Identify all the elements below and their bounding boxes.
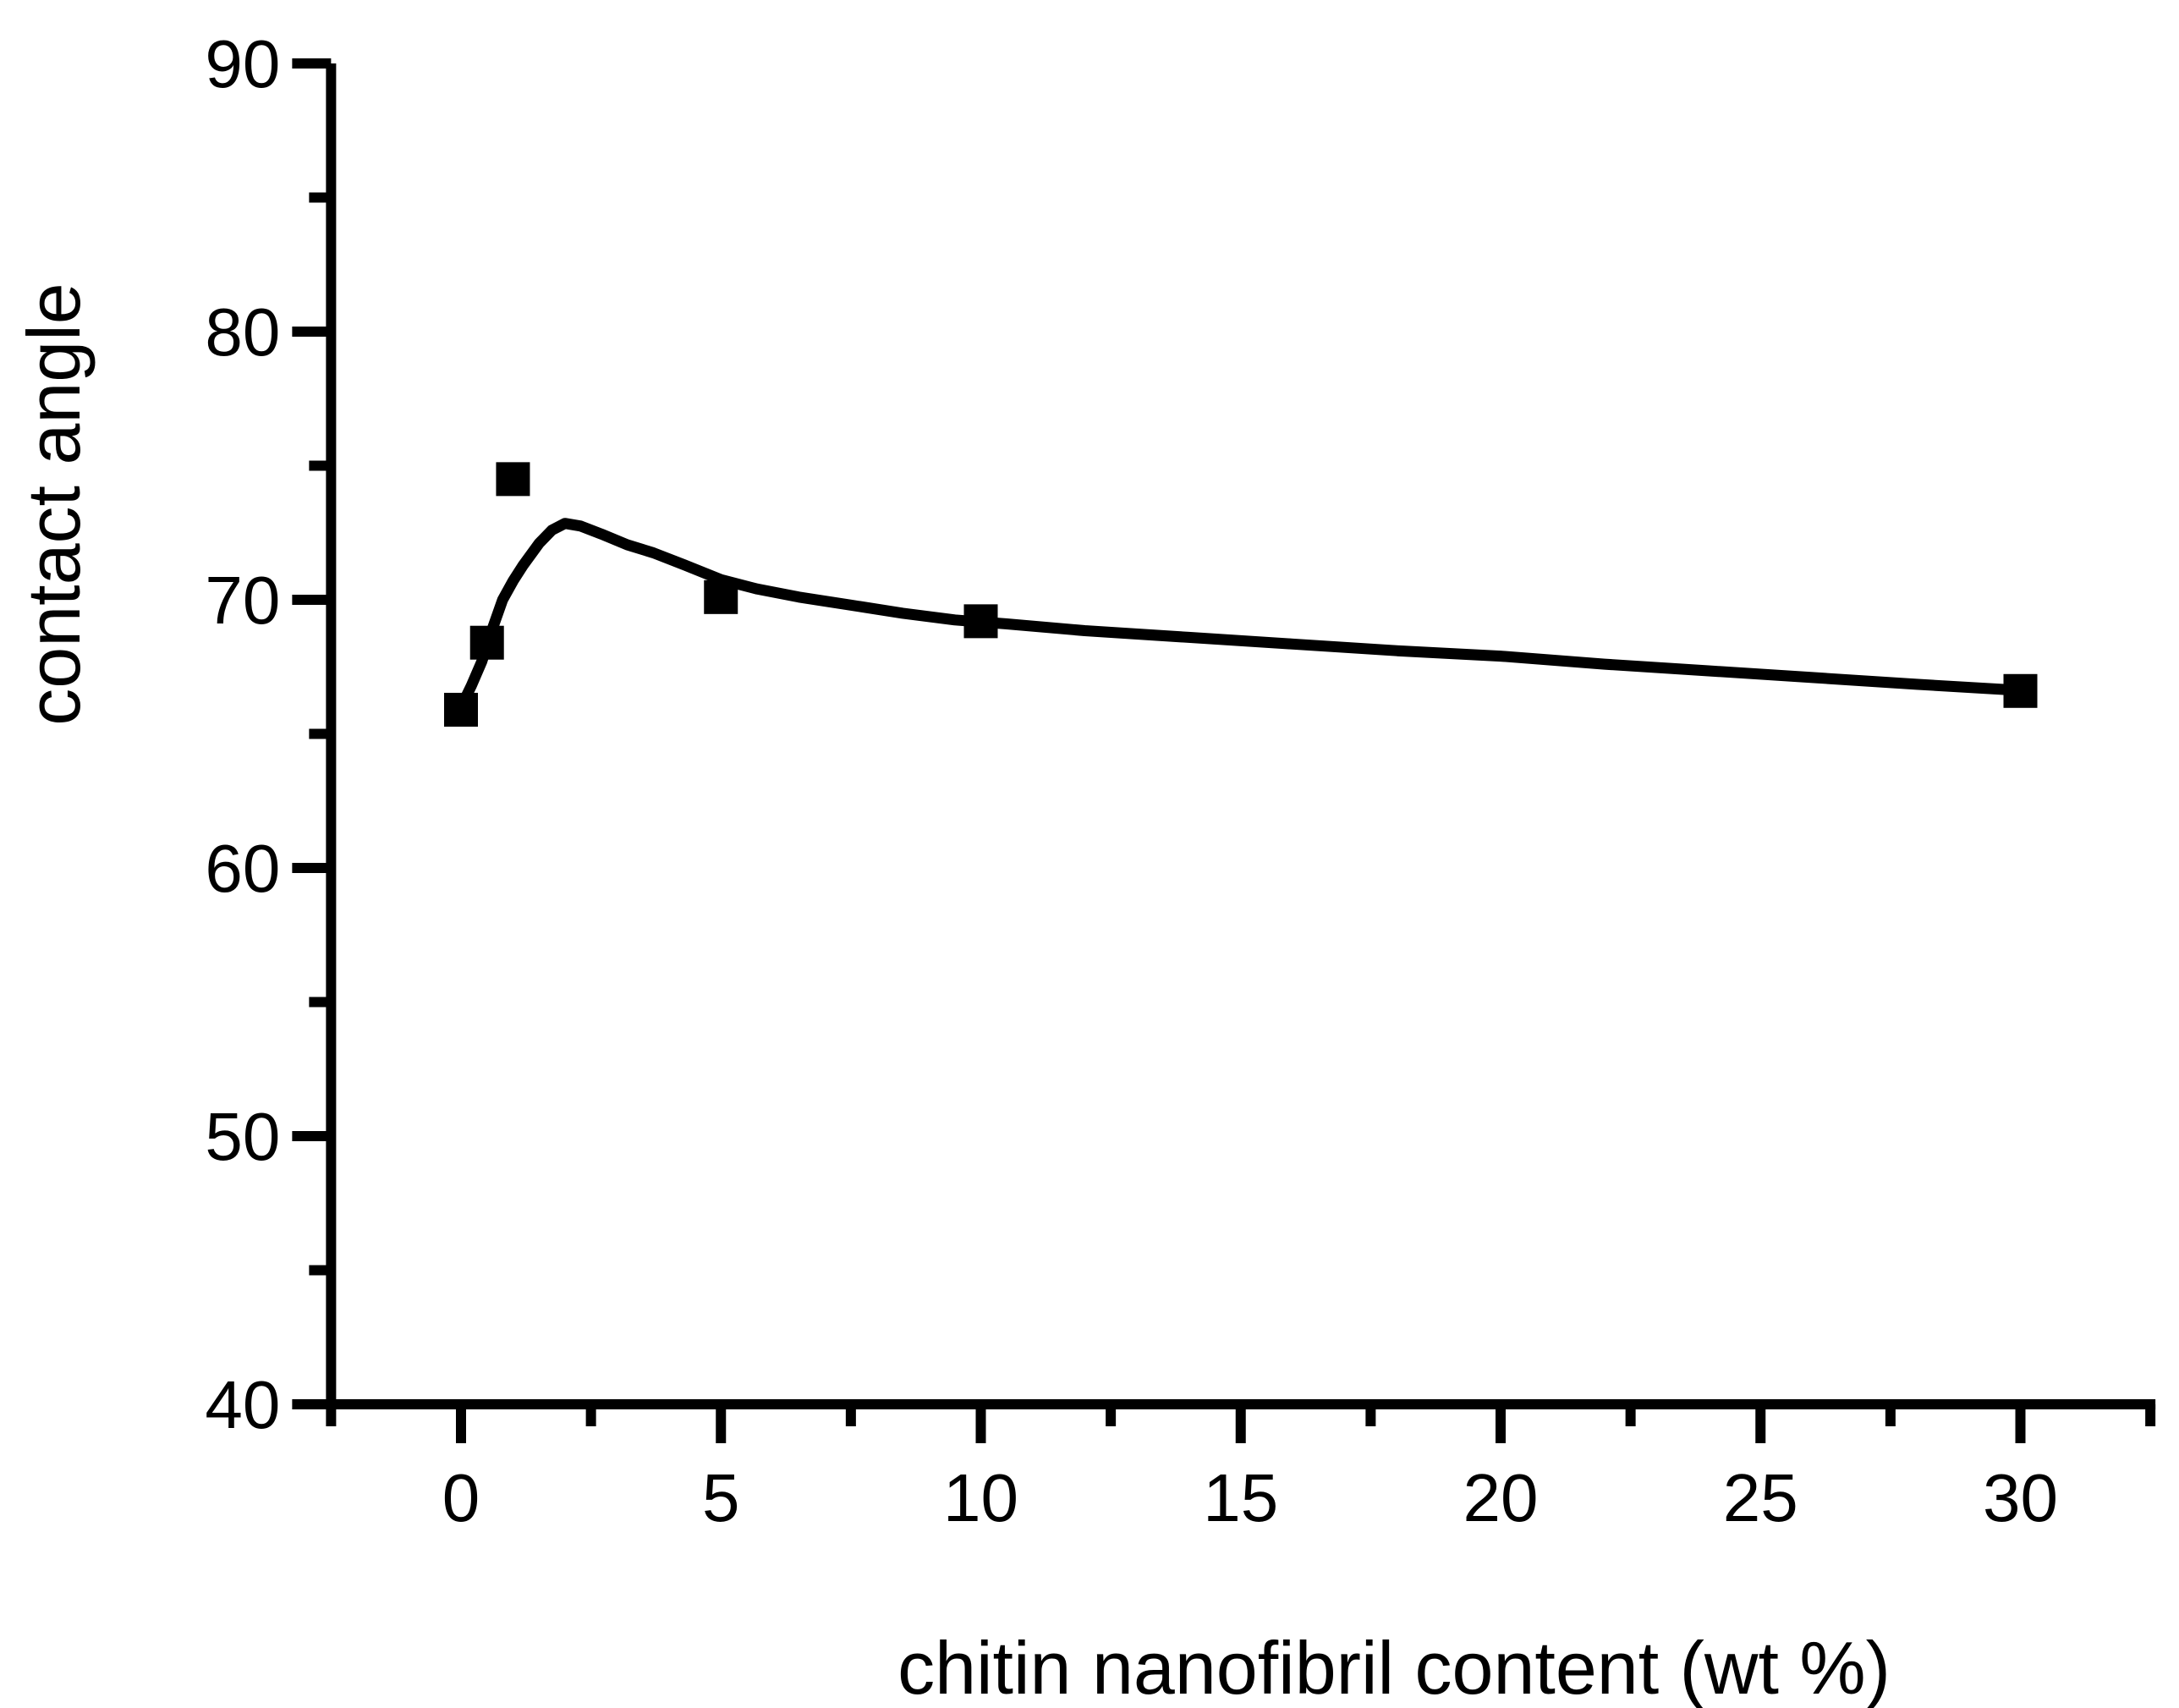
data-point-marker: [444, 692, 478, 727]
data-point-marker: [2003, 673, 2038, 708]
fit-curve-line: [455, 518, 2026, 713]
y-axis-title: contact angle: [12, 283, 96, 726]
data-point-marker: [963, 604, 998, 639]
y-tick-label: 80: [205, 294, 280, 370]
y-tick-label: 90: [205, 26, 280, 102]
x-tick-label: 5: [702, 1460, 740, 1535]
x-tick-label: 25: [1723, 1460, 1798, 1535]
data-point-marker: [469, 625, 504, 660]
x-axis-title: chitin nanofibril content (wt %): [897, 1626, 1891, 1708]
x-tick-label: 0: [442, 1460, 480, 1535]
y-tick-label: 60: [205, 831, 280, 906]
y-tick-label: 40: [205, 1367, 280, 1442]
data-point-marker: [704, 579, 738, 614]
y-tick-label: 70: [205, 563, 280, 638]
x-tick-label: 15: [1203, 1460, 1278, 1535]
x-tick-label: 10: [943, 1460, 1018, 1535]
y-tick-label: 50: [205, 1099, 280, 1174]
x-tick-label: 30: [1983, 1460, 2058, 1535]
data-point-marker: [496, 462, 530, 497]
x-tick-label: 20: [1463, 1460, 1539, 1535]
